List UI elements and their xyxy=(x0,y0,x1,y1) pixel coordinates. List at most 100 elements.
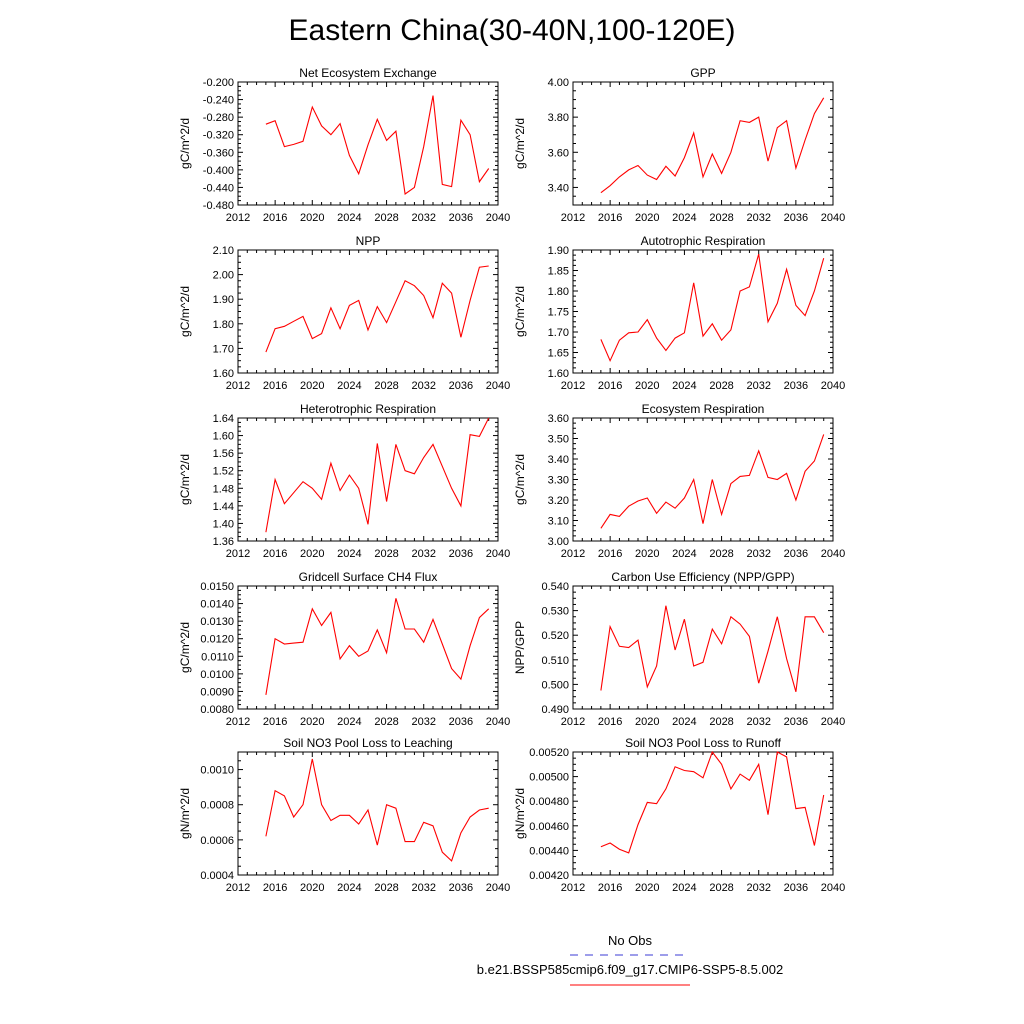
y-tick-label: 1.90 xyxy=(548,245,569,257)
y-axis-label: gC/m^2/d xyxy=(513,118,527,169)
y-tick-label: 3.80 xyxy=(548,112,569,124)
y-tick-label: 1.36 xyxy=(213,536,234,548)
x-tick-label: 2024 xyxy=(672,212,696,224)
y-tick-label: 3.10 xyxy=(548,516,569,528)
x-tick-label: 2032 xyxy=(746,548,770,560)
y-tick-label: 3.00 xyxy=(548,536,569,548)
x-tick-label: 2024 xyxy=(337,716,361,728)
x-tick-label: 2040 xyxy=(486,380,510,392)
y-tick-label: 0.00440 xyxy=(529,845,569,857)
x-tick-label: 2032 xyxy=(746,716,770,728)
y-tick-label: -0.400 xyxy=(203,165,234,177)
y-tick-label: 0.500 xyxy=(541,679,569,691)
x-tick-label: 2016 xyxy=(598,380,622,392)
y-tick-label: 1.60 xyxy=(213,431,234,443)
plot-frame xyxy=(237,751,499,876)
series-line xyxy=(600,750,825,854)
x-tick-label: 2020 xyxy=(300,882,324,894)
x-tick-label: 2040 xyxy=(821,882,845,894)
y-tick-label: 0.0006 xyxy=(200,835,234,847)
y-tick-label: 1.65 xyxy=(548,348,569,360)
y-tick-label: 0.520 xyxy=(541,630,569,642)
x-tick-label: 2012 xyxy=(226,548,250,560)
x-tick-label: 2012 xyxy=(561,882,585,894)
plot-frame xyxy=(572,81,834,206)
x-tick-label: 2036 xyxy=(784,212,808,224)
series-line xyxy=(600,434,825,529)
y-tick-label: 1.85 xyxy=(548,266,569,278)
y-axis-label: gC/m^2/d xyxy=(178,454,192,505)
x-tick-label: 2040 xyxy=(486,548,510,560)
x-tick-label: 2012 xyxy=(226,716,250,728)
x-tick-label: 2040 xyxy=(486,716,510,728)
x-tick-label: 2016 xyxy=(263,212,287,224)
x-tick-label: 2028 xyxy=(709,380,733,392)
x-tick-label: 2028 xyxy=(374,716,398,728)
y-tick-label: 0.0150 xyxy=(200,581,234,593)
plot-frame xyxy=(237,585,499,710)
panel-title: Heterotrophic Respiration xyxy=(300,402,436,416)
y-axis-label: gC/m^2/d xyxy=(513,454,527,505)
y-tick-label: 0.0110 xyxy=(201,651,234,663)
series-line xyxy=(265,598,490,695)
x-tick-label: 2020 xyxy=(635,380,659,392)
y-tick-label: 1.60 xyxy=(213,368,234,380)
panel-title: Autotrophic Respiration xyxy=(641,234,766,248)
x-tick-label: 2040 xyxy=(821,380,845,392)
x-tick-label: 2020 xyxy=(635,212,659,224)
x-tick-label: 2032 xyxy=(411,548,435,560)
plot-frame xyxy=(572,249,834,374)
x-tick-label: 2016 xyxy=(263,380,287,392)
plot-frame xyxy=(237,249,499,374)
series-line xyxy=(600,253,825,363)
x-tick-label: 2016 xyxy=(263,548,287,560)
x-tick-label: 2036 xyxy=(449,380,473,392)
series-line xyxy=(600,97,825,194)
x-tick-label: 2016 xyxy=(263,716,287,728)
x-tick-label: 2024 xyxy=(672,882,696,894)
x-tick-label: 2028 xyxy=(709,882,733,894)
x-tick-label: 2028 xyxy=(374,380,398,392)
x-tick-label: 2012 xyxy=(226,882,250,894)
panels-group: Net Ecosystem Exchange 2012 2016 2020 2024 20… xyxy=(178,66,845,894)
x-tick-label: 2020 xyxy=(635,548,659,560)
x-tick-label: 2012 xyxy=(561,212,585,224)
y-tick-label: -0.240 xyxy=(203,95,234,107)
y-tick-label: 0.00520 xyxy=(529,747,569,759)
x-tick-label: 2032 xyxy=(746,882,770,894)
y-axis-label: gC/m^2/d xyxy=(178,286,192,337)
y-tick-label: 3.60 xyxy=(548,147,569,159)
y-tick-label: 0.490 xyxy=(541,704,569,716)
series-line xyxy=(600,605,825,692)
chart-panel: Carbon Use Efficiency (NPP/GPP) 2012 2016 2… xyxy=(513,570,845,728)
x-tick-label: 2020 xyxy=(300,716,324,728)
y-tick-label: 3.20 xyxy=(548,495,569,507)
x-tick-label: 2024 xyxy=(337,380,361,392)
panel-title: Gridcell Surface CH4 Flux xyxy=(299,570,438,584)
y-tick-label: 4.00 xyxy=(548,77,569,89)
y-tick-label: 1.40 xyxy=(213,518,234,530)
x-tick-label: 2024 xyxy=(337,212,361,224)
x-tick-label: 2036 xyxy=(784,716,808,728)
x-tick-label: 2032 xyxy=(746,380,770,392)
y-tick-label: 1.52 xyxy=(213,466,234,478)
x-tick-label: 2036 xyxy=(449,716,473,728)
x-tick-label: 2032 xyxy=(411,380,435,392)
x-tick-label: 2028 xyxy=(374,882,398,894)
x-tick-label: 2040 xyxy=(821,212,845,224)
y-tick-label: 1.60 xyxy=(548,368,569,380)
y-tick-label: 0.540 xyxy=(541,581,569,593)
y-axis-label: gC/m^2/d xyxy=(178,118,192,169)
x-tick-label: 2032 xyxy=(411,716,435,728)
x-tick-label: 2020 xyxy=(300,212,324,224)
x-tick-label: 2024 xyxy=(672,380,696,392)
y-tick-label: 3.60 xyxy=(548,413,569,425)
panel-title: NPP xyxy=(356,234,381,248)
x-tick-label: 2024 xyxy=(337,548,361,560)
x-tick-label: 2036 xyxy=(784,380,808,392)
y-tick-label: 0.00460 xyxy=(529,821,569,833)
chart-panel: Autotrophic Respiration 2012 2016 2020 2024 2… xyxy=(513,234,845,392)
y-tick-label: -0.200 xyxy=(203,77,234,89)
y-tick-label: 0.00500 xyxy=(529,772,569,784)
series-line xyxy=(265,265,489,353)
